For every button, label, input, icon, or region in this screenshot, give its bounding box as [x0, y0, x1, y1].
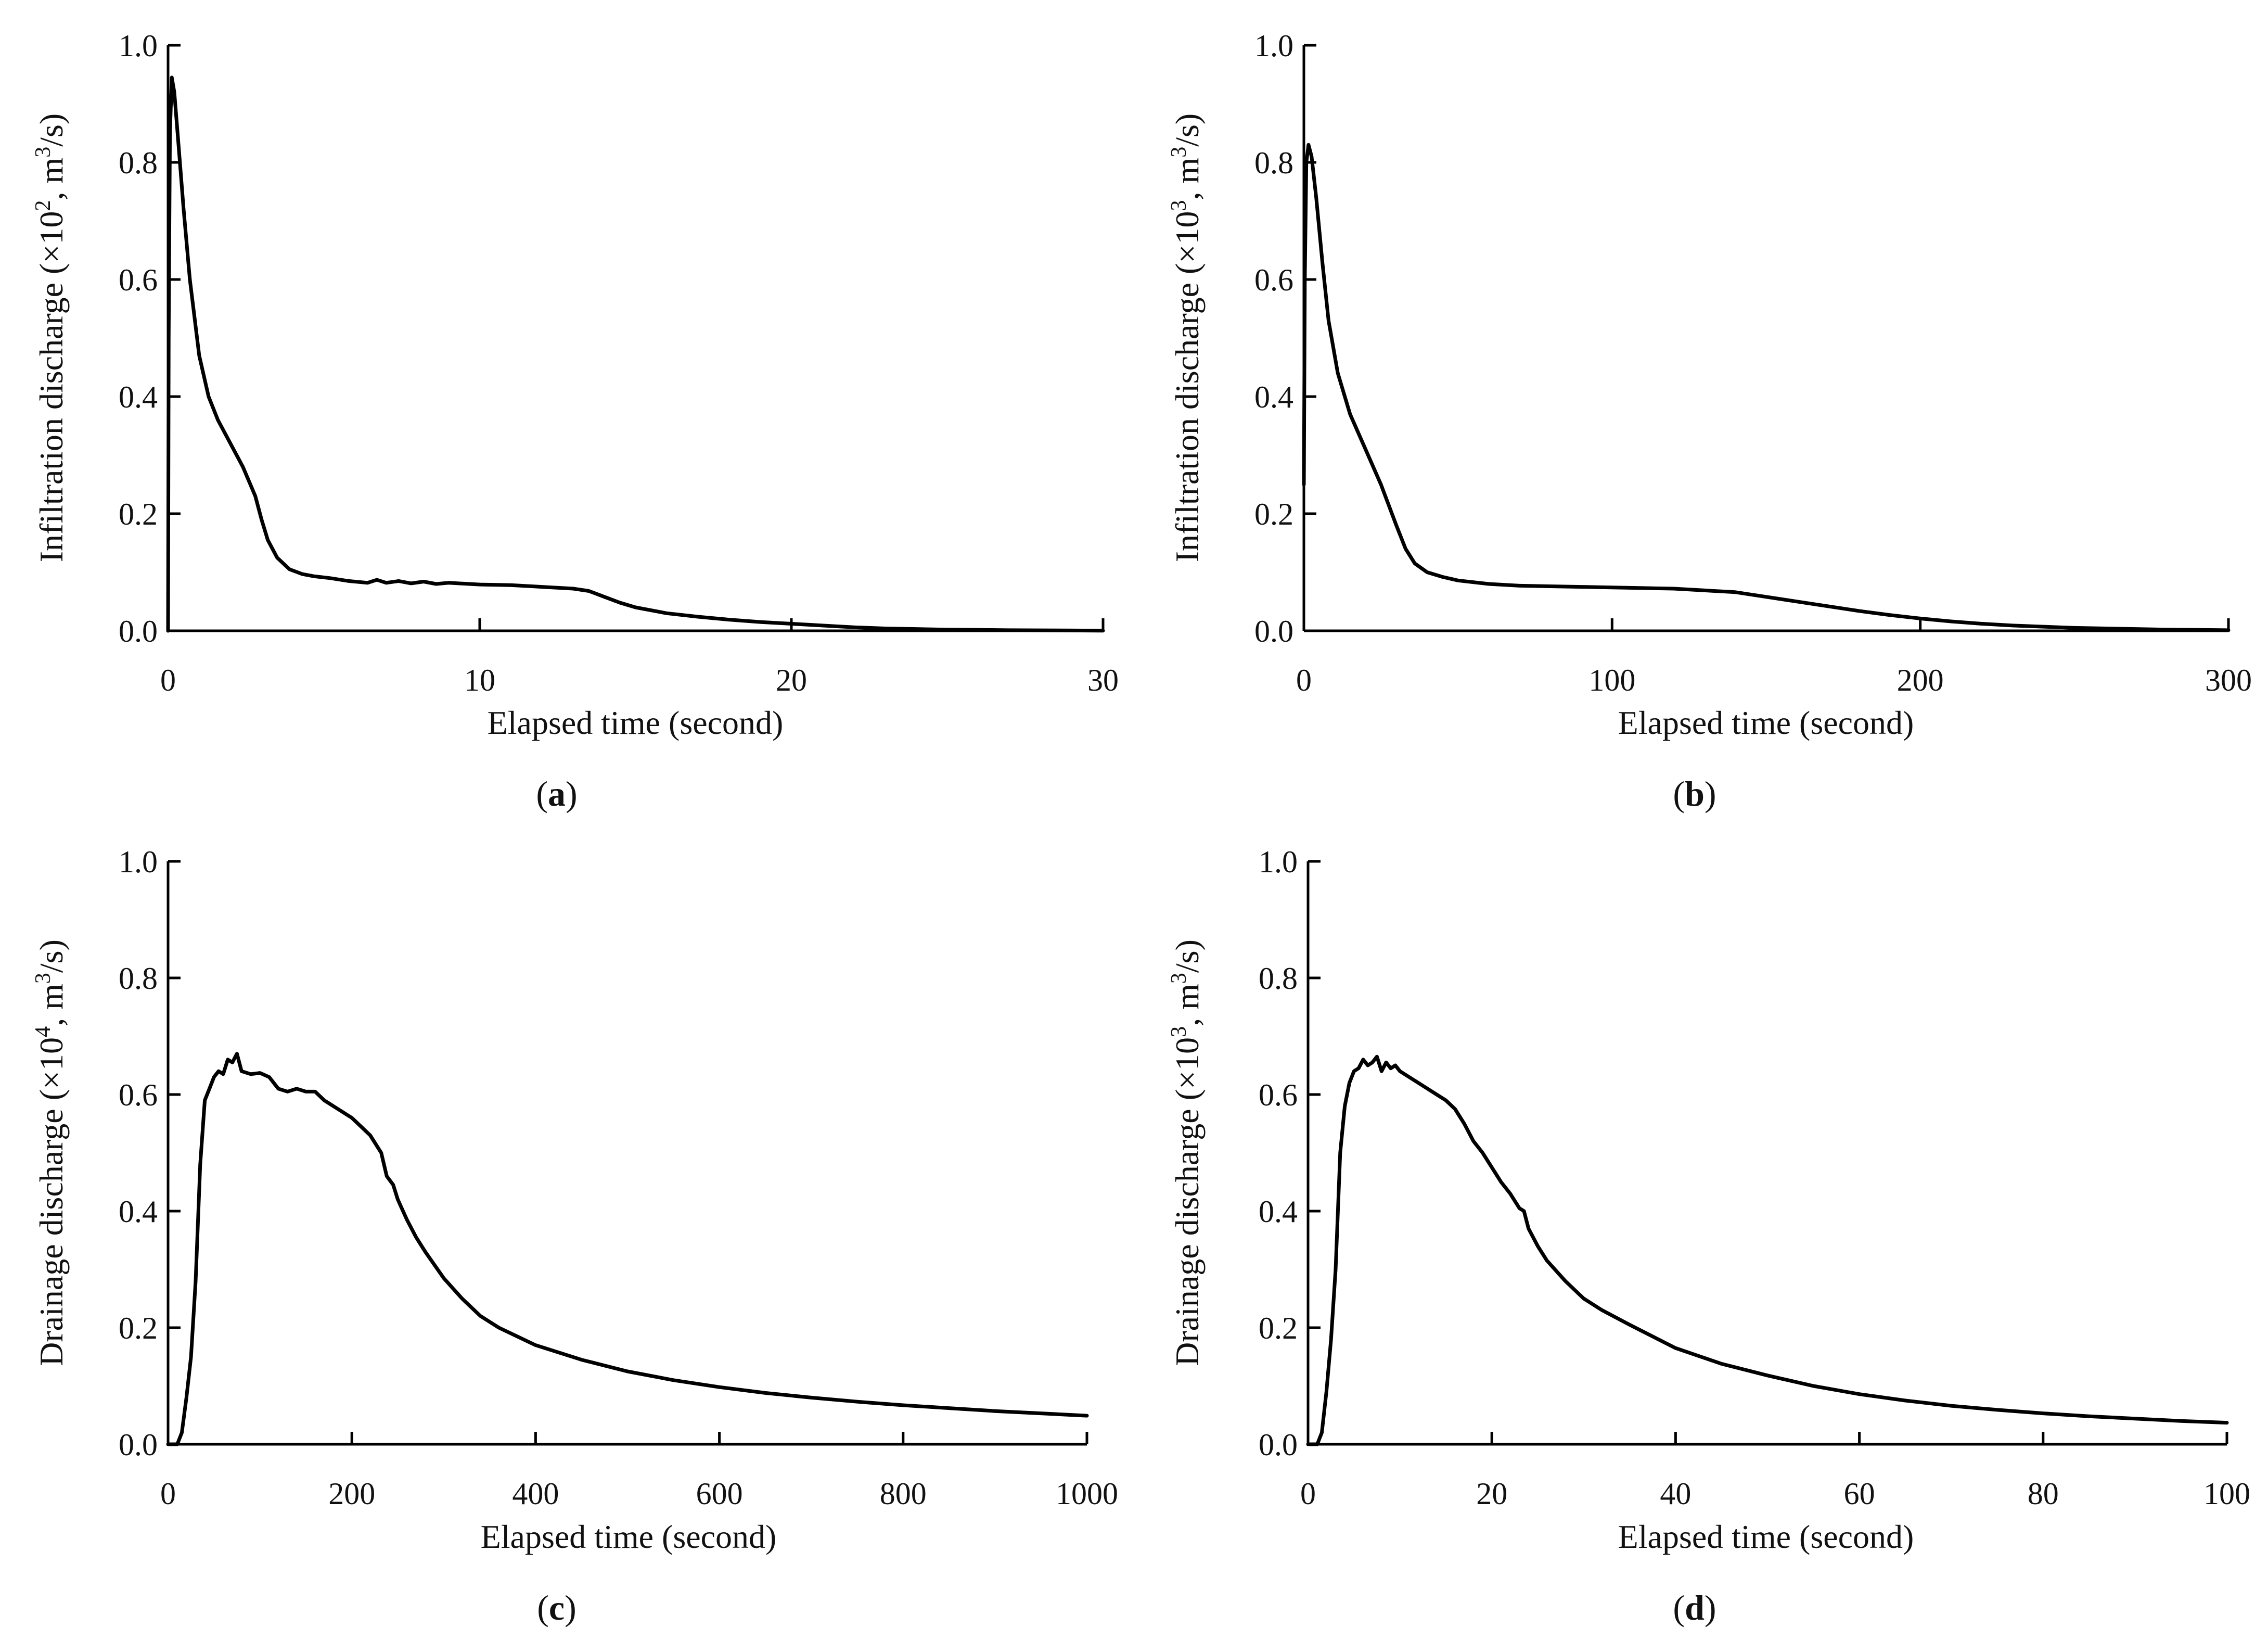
- panel-c-series-line: [166, 1052, 1089, 1446]
- x-tick-label: 20: [1476, 1477, 1507, 1511]
- panel-d-series-line: [1306, 1054, 2229, 1446]
- x-tick-label: 80: [2028, 1477, 2059, 1511]
- y-tick-label: 0.2: [119, 497, 158, 531]
- panel-b-x-axis-title: Elapsed time (second): [1618, 704, 1914, 741]
- x-tick-label: 100: [2203, 1477, 2250, 1511]
- panel-c-x-ticks: 0 200 400 600 800 1000: [160, 1432, 1118, 1511]
- x-tick-label: 1000: [1056, 1477, 1118, 1511]
- x-tick-label: 60: [1844, 1477, 1875, 1511]
- panel-a: 0.0 0.2 0.4 0.6 0.8 1.0 0 10 20 30 Elapsed time …: [31, 29, 1119, 813]
- y-tick-label: 0.0: [1254, 614, 1293, 648]
- y-tick-label: 0.4: [1259, 1194, 1298, 1229]
- y-tick-label: 1.0: [119, 845, 158, 879]
- x-tick-label: 100: [1588, 663, 1635, 697]
- panel-c-x-axis-title: Elapsed time (second): [481, 1518, 777, 1555]
- x-tick-label: 0: [160, 663, 176, 697]
- panel-c: 0.0 0.2 0.4 0.6 0.8 1.0 0 200 400 600 800 1000 Ela…: [31, 845, 1118, 1627]
- x-tick-label: 800: [880, 1477, 927, 1511]
- panel-a-x-axis-title: Elapsed time (second): [488, 704, 784, 741]
- panel-b-y-axis-title: Infiltration discharge (×103, m3/s): [1167, 113, 1206, 563]
- y-tick-label: 0.0: [119, 1428, 158, 1462]
- y-tick-label: 0.2: [1259, 1311, 1298, 1345]
- y-tick-label: 0.8: [119, 146, 158, 180]
- x-tick-label: 10: [464, 663, 495, 697]
- y-tick-label: 0.4: [119, 380, 158, 414]
- panel-d-caption: (d): [1673, 1588, 1716, 1627]
- x-tick-label: 200: [328, 1477, 375, 1511]
- y-tick-label: 0.8: [1259, 961, 1298, 996]
- y-tick-label: 1.0: [1259, 845, 1298, 879]
- panel-a-caption: (a): [536, 774, 577, 813]
- y-tick-label: 0.4: [1254, 380, 1293, 414]
- y-tick-label: 1.0: [119, 29, 158, 63]
- panel-b-y-ticks: 0.0 0.2 0.4 0.6 0.8 1.0: [1254, 29, 1316, 648]
- x-tick-label: 300: [2205, 663, 2252, 697]
- y-tick-label: 0.8: [119, 961, 158, 996]
- x-tick-label: 20: [776, 663, 807, 697]
- x-tick-label: 0: [1300, 1477, 1316, 1511]
- x-tick-label: 30: [1087, 663, 1119, 697]
- panel-d-x-ticks: 0 20 40 60 80 100: [1300, 1432, 2250, 1511]
- y-tick-label: 0.8: [1254, 146, 1293, 180]
- panel-a-y-ticks: 0.0 0.2 0.4 0.6 0.8 1.0: [119, 29, 181, 648]
- panel-a-series-line: [166, 75, 1105, 633]
- panel-c-y-axis-title: Drainage discharge (×104, m3/s): [31, 939, 70, 1366]
- panel-b-caption: (b): [1673, 774, 1716, 813]
- x-tick-label: 40: [1660, 1477, 1691, 1511]
- x-tick-label: 200: [1897, 663, 1944, 697]
- panel-d-x-axis-title: Elapsed time (second): [1618, 1518, 1914, 1555]
- panel-d-y-axis-title: Drainage discharge (×103, m3/s): [1167, 939, 1206, 1366]
- y-tick-label: 0.6: [1259, 1078, 1298, 1112]
- x-tick-label: 400: [512, 1477, 559, 1511]
- panel-d-y-ticks: 0.0 0.2 0.4 0.6 0.8 1.0: [1259, 845, 1321, 1462]
- y-tick-label: 0.4: [119, 1194, 158, 1229]
- y-tick-label: 0.6: [119, 1078, 158, 1112]
- panel-b-series-line: [1302, 143, 2231, 632]
- y-tick-label: 1.0: [1254, 29, 1293, 63]
- x-tick-label: 0: [1296, 663, 1312, 697]
- panel-a-y-axis-title: Infiltration discharge (×102, m3/s): [31, 113, 70, 563]
- panel-d: 0.0 0.2 0.4 0.6 0.8 1.0 0 20 40 60 80 100 Elapsed …: [1167, 845, 2250, 1627]
- y-tick-label: 0.6: [1254, 263, 1293, 297]
- y-tick-label: 0.2: [119, 1311, 158, 1345]
- panel-b: 0.0 0.2 0.4 0.6 0.8 1.0 0 100 200 300 Elapsed ti…: [1167, 29, 2252, 813]
- y-tick-label: 0.0: [119, 614, 158, 648]
- panel-c-caption: (c): [537, 1588, 576, 1627]
- y-tick-label: 0.6: [119, 263, 158, 297]
- x-tick-label: 600: [696, 1477, 743, 1511]
- panel-c-y-ticks: 0.0 0.2 0.4 0.6 0.8 1.0: [119, 845, 181, 1462]
- y-tick-label: 0.2: [1254, 497, 1293, 531]
- x-tick-label: 0: [160, 1477, 176, 1511]
- y-tick-label: 0.0: [1259, 1428, 1298, 1462]
